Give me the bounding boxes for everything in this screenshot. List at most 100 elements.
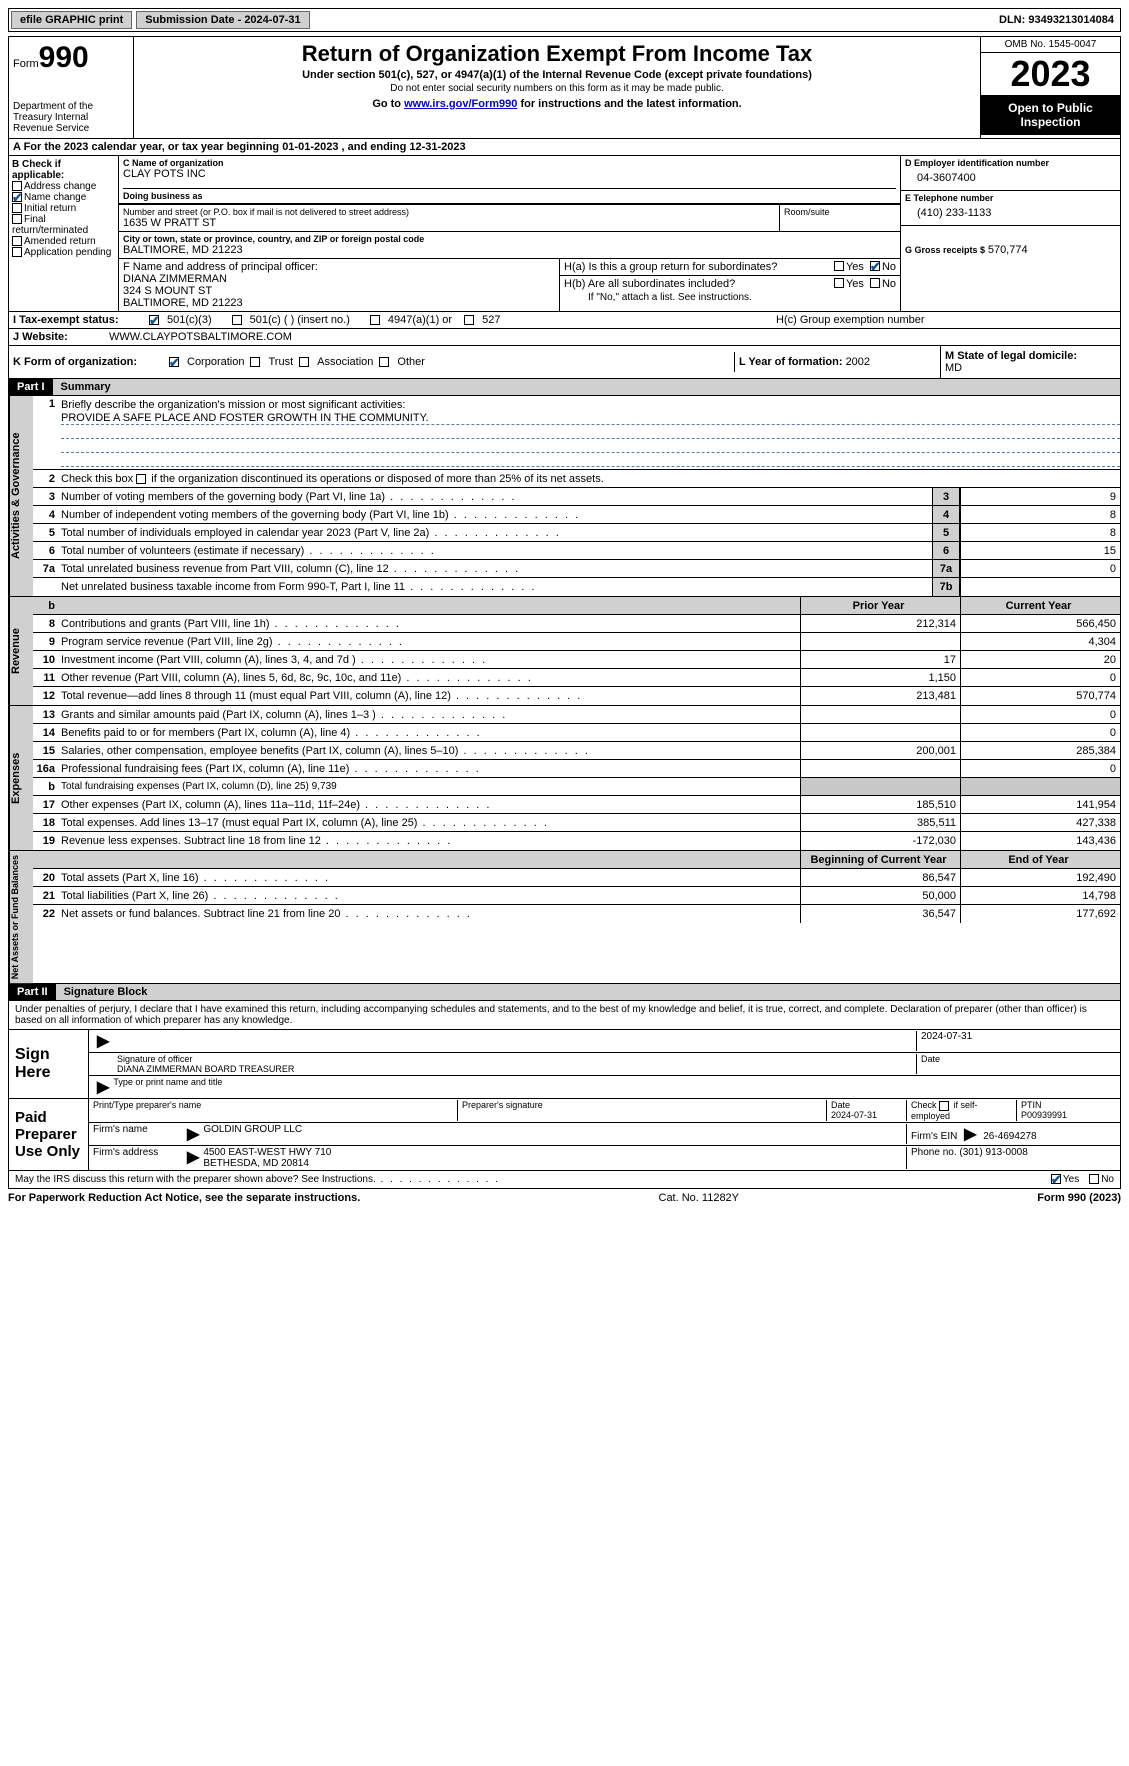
instructions-link[interactable]: www.irs.gov/Form990 [404,98,517,110]
chk-name-change[interactable] [12,192,22,202]
section-governance: Activities & Governance 1 Briefly descri… [8,396,1121,597]
table-row: 19Revenue less expenses. Subtract line 1… [33,832,1120,850]
chk-hb-yes[interactable] [834,278,844,288]
sign-here-label: Sign Here [9,1030,89,1098]
box-c-street: Number and street (or P.O. box if mail i… [119,205,780,231]
chk-501c3[interactable] [149,315,159,325]
firm-name: GOLDIN GROUP LLC [203,1124,906,1144]
tax-year: 2023 [981,53,1120,95]
chk-self-employed[interactable] [939,1101,949,1111]
box-g: G Gross receipts $ 570,774 [901,226,1120,311]
box-hb: H(b) Are all subordinates included? Yes … [560,276,900,292]
line2-text: Check this box if the organization disco… [61,472,1120,486]
table-row: 5Total number of individuals employed in… [33,524,1120,542]
chk-ha-yes[interactable] [834,261,844,271]
page-footer: For Paperwork Reduction Act Notice, see … [8,1189,1121,1207]
table-row: 15Salaries, other compensation, employee… [33,742,1120,760]
box-d: D Employer identification number 04-3607… [901,156,1120,191]
chk-initial-return[interactable] [12,203,22,213]
chk-amended[interactable] [12,236,22,246]
vtab-expenses: Expenses [9,706,33,850]
line-a: A For the 2023 calendar year, or tax yea… [8,139,1121,156]
firm-phone: (301) 913-0008 [959,1147,1027,1158]
section-net-assets: Net Assets or Fund Balances Beginning of… [8,851,1121,984]
table-row: 9Program service revenue (Part VIII, lin… [33,633,1120,651]
section-expenses: Expenses 13Grants and similar amounts pa… [8,706,1121,851]
table-row: 11Other revenue (Part VIII, column (A), … [33,669,1120,687]
chk-app-pending[interactable] [12,247,22,257]
table-row: 12Total revenue—add lines 8 through 11 (… [33,687,1120,705]
part2-bar: Part IISignature Block [8,984,1121,1001]
table-row: 14Benefits paid to or for members (Part … [33,724,1120,742]
box-b: B Check if applicable: Address change Na… [9,156,119,311]
table-row: 17Other expenses (Part IX, column (A), l… [33,796,1120,814]
firm-ein: 26-4694278 [983,1131,1036,1142]
table-row: 8Contributions and grants (Part VIII, li… [33,615,1120,633]
form-subtitle-2: Do not enter social security numbers on … [138,83,976,94]
dept: Department of the Treasury Internal Reve… [13,101,129,134]
vtab-governance: Activities & Governance [9,396,33,596]
arrow-icon: ▶ [183,1124,203,1144]
chk-assoc[interactable] [299,357,309,367]
chk-trust[interactable] [250,357,260,367]
open-to-public: Open to Public Inspection [981,95,1120,135]
chk-final-return[interactable] [12,214,22,224]
header-grid: B Check if applicable: Address change Na… [8,156,1121,312]
table-row: 10Investment income (Part VIII, column (… [33,651,1120,669]
sig-date1: 2024-07-31 [916,1031,1116,1051]
chk-hb-no[interactable] [870,278,880,288]
table-row: 16aProfessional fundraising fees (Part I… [33,760,1120,778]
officer-name: DIANA ZIMMERMAN BOARD TREASURER [117,1064,294,1074]
paid-preparer-label: Paid Preparer Use Only [9,1099,89,1170]
box-c-name: C Name of organization CLAY POTS INC Doi… [119,156,900,204]
col-end-year: End of Year [960,851,1120,868]
chk-ha-no[interactable] [870,261,880,271]
form-subtitle-1: Under section 501(c), 527, or 4947(a)(1)… [138,69,976,81]
form-number: 990 [39,41,89,74]
chk-discuss-yes[interactable] [1051,1174,1061,1184]
box-hc: H(c) Group exemption number [776,314,1116,326]
vtab-revenue: Revenue [9,597,33,705]
efile-button[interactable]: efile GRAPHIC print [11,11,132,29]
discuss-row: May the IRS discuss this return with the… [9,1171,1120,1188]
table-row: 21Total liabilities (Part X, line 26)50,… [33,887,1120,905]
firm-address: 4500 EAST-WEST HWY 710BETHESDA, MD 20814 [203,1147,906,1169]
col-prior-year: Prior Year [800,597,960,614]
section-revenue: Revenue b Prior Year Current Year 8Contr… [8,597,1121,706]
chk-4947[interactable] [370,315,380,325]
box-c-room: Room/suite [780,205,900,231]
perjury-statement: Under penalties of perjury, I declare th… [9,1001,1120,1030]
table-row: 18Total expenses. Add lines 13–17 (must … [33,814,1120,832]
box-e: E Telephone number (410) 233-1133 [901,191,1120,226]
table-row: bTotal fundraising expenses (Part IX, co… [33,778,1120,796]
row-i: I Tax-exempt status: 501(c)(3) 501(c) ( … [8,312,1121,329]
signature-block: Under penalties of perjury, I declare th… [8,1001,1121,1189]
row-klm: K Form of organization: Corporation Trus… [8,346,1121,379]
table-row: 7aTotal unrelated business revenue from … [33,560,1120,578]
box-b-title: B Check if applicable: [12,159,115,181]
form-subtitle-3: Go to www.irs.gov/Form990 for instructio… [138,98,976,110]
table-row: 20Total assets (Part X, line 16)86,54719… [33,869,1120,887]
row-j: J Website: WWW.CLAYPOTSBALTIMORE.COM [8,329,1121,346]
line1-text: Briefly describe the organization's miss… [61,398,1120,412]
topbar: efile GRAPHIC print Submission Date - 20… [8,8,1121,32]
chk-discuss-no[interactable] [1089,1174,1099,1184]
submission-date: Submission Date - 2024-07-31 [136,11,309,29]
box-m: M State of legal domicile:MD [940,346,1120,378]
chk-527[interactable] [464,315,474,325]
arrow-icon: ▶ [183,1147,203,1169]
box-ha: H(a) Is this a group return for subordin… [560,259,900,276]
chk-corp[interactable] [169,357,179,367]
chk-other[interactable] [379,357,389,367]
table-row: Net unrelated business taxable income fr… [33,578,1120,596]
arrow-icon: ▶ [93,1031,113,1051]
dln: DLN: 93493213014084 [999,14,1120,26]
mission-text: PROVIDE A SAFE PLACE AND FOSTER GROWTH I… [61,412,1120,425]
part1-bar: Part ISummary [8,379,1121,396]
box-c-city: City or town, state or province, country… [119,232,900,259]
vtab-net: Net Assets or Fund Balances [9,851,33,983]
chk-501c[interactable] [232,315,242,325]
form-word: Form [13,58,39,70]
chk-discontinued[interactable] [136,474,146,484]
table-row: 13Grants and similar amounts paid (Part … [33,706,1120,724]
